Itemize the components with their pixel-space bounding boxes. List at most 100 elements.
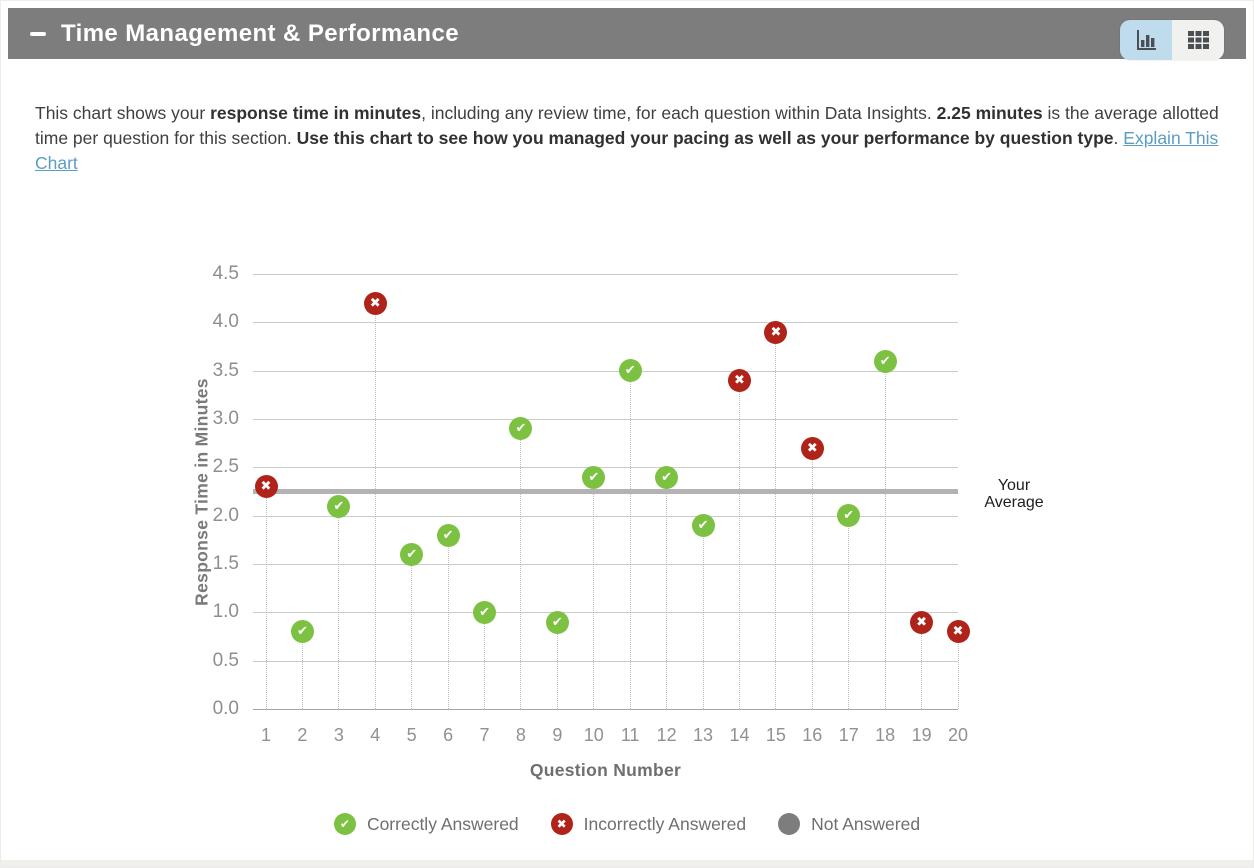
gridline <box>253 467 958 469</box>
incorrect-x-icon: ✖ <box>550 813 573 835</box>
dropline <box>593 477 595 709</box>
data-point-q6-correct[interactable]: ✔ <box>436 523 460 547</box>
y-tick-label: 2.5 <box>212 456 239 478</box>
chart-view-button[interactable] <box>1120 20 1172 60</box>
y-tick-label: 4.5 <box>212 263 239 284</box>
dropline <box>484 612 486 709</box>
dropline <box>301 631 303 709</box>
dropline <box>447 535 449 709</box>
x-tick-label: 11 <box>620 725 640 745</box>
data-point-q10-correct[interactable]: ✔ <box>582 465 606 489</box>
y-axis-title: Response Time in Minutes <box>191 378 212 606</box>
dropline <box>957 631 959 709</box>
description-segment: Use this chart to see how you managed yo… <box>296 127 1114 148</box>
data-point-q13-correct[interactable]: ✔ <box>691 513 715 537</box>
x-tick-label: 3 <box>333 725 344 745</box>
x-tick-label: 18 <box>875 725 896 745</box>
description-text: This chart shows your response time in m… <box>35 101 1223 176</box>
data-point-q15-incorrect[interactable]: ✖ <box>764 320 788 344</box>
x-tick-label: 2 <box>297 725 308 745</box>
gridline <box>253 564 958 565</box>
x-tick-label: 17 <box>838 725 859 745</box>
chart-legend: ✔ Correctly Answered ✖ Incorrectly Answe… <box>1 813 1253 835</box>
dropline <box>411 554 413 709</box>
y-tick-label: 3.5 <box>212 359 239 381</box>
data-point-q14-incorrect[interactable]: ✖ <box>727 368 751 392</box>
x-tick-label: 5 <box>406 725 417 745</box>
legend-label: Not Answered <box>811 813 921 834</box>
dropline <box>811 448 813 709</box>
data-point-q8-correct[interactable]: ✔ <box>509 417 533 441</box>
x-tick-label: 20 <box>947 725 969 745</box>
description-segment: This chart shows your <box>35 102 211 123</box>
data-point-q16-incorrect[interactable]: ✖ <box>800 436 824 460</box>
description-segment: response time in minutes <box>210 102 422 123</box>
y-tick-label: 1.5 <box>212 553 239 574</box>
data-point-q11-correct[interactable]: ✔ <box>618 359 642 383</box>
legend-label: Correctly Answered <box>366 813 519 834</box>
section-header: Time Management & Performance <box>8 8 1246 60</box>
dropline <box>775 332 777 709</box>
data-point-q2-correct[interactable]: ✔ <box>290 620 314 644</box>
gridline <box>253 370 958 372</box>
data-point-q17-correct[interactable]: ✔ <box>837 504 861 528</box>
gridline <box>253 660 958 662</box>
x-tick-label: 8 <box>515 725 526 745</box>
y-tick-label: 2.0 <box>212 504 239 526</box>
dropline <box>520 428 522 709</box>
gridline <box>253 612 958 614</box>
data-point-q12-correct[interactable]: ✔ <box>655 465 679 489</box>
x-tick-label: 6 <box>443 725 454 745</box>
dropline <box>884 361 886 709</box>
gridline <box>253 709 958 710</box>
table-view-button[interactable] <box>1172 20 1224 60</box>
data-point-q1-incorrect[interactable]: ✖ <box>254 475 278 499</box>
x-tick-label: 10 <box>583 725 604 745</box>
x-axis-title: Question Number <box>529 760 682 780</box>
gridline <box>253 515 958 517</box>
table-icon <box>1185 27 1211 53</box>
explain-chart-link[interactable]: Explain This Chart <box>35 127 1219 173</box>
dropline <box>666 477 668 709</box>
dropline <box>265 486 267 709</box>
description-segment: . <box>1113 127 1124 148</box>
legend-item-incorrect: ✖ Incorrectly Answered <box>550 813 746 835</box>
collapse-section-button[interactable] <box>24 28 52 40</box>
data-point-q19-incorrect[interactable]: ✖ <box>910 610 934 634</box>
data-point-q18-correct[interactable]: ✔ <box>873 349 897 373</box>
dropline <box>338 506 340 709</box>
x-tick-label: 15 <box>765 725 786 745</box>
dropline <box>702 525 704 709</box>
x-tick-label: 12 <box>656 725 677 745</box>
data-point-q3-correct[interactable]: ✔ <box>327 494 351 518</box>
plot-area: 0.0 0.5 1.0 1.5 2.0 2.5 3.0 3.5 4.0 4.5 1 2 3 4 5 6 7 8 9 1… <box>213 263 970 745</box>
x-tick-label: 9 <box>552 725 563 745</box>
dropline <box>556 622 558 709</box>
gridline <box>253 322 958 324</box>
description-segment: , including any review time, for each qu… <box>421 102 937 123</box>
x-tick-label: 13 <box>693 725 714 745</box>
data-point-q7-correct[interactable]: ✔ <box>473 600 497 624</box>
data-point-q4-incorrect[interactable]: ✖ <box>363 291 387 315</box>
section-title: Time Management & Performance <box>61 19 459 47</box>
not-answered-circle-icon <box>778 813 801 835</box>
dropline <box>374 303 376 709</box>
legend-item-correct: ✔ Correctly Answered <box>333 813 519 835</box>
y-tick-label: 0.0 <box>212 698 239 719</box>
data-point-q5-correct[interactable]: ✔ <box>400 542 424 566</box>
x-tick-label: 4 <box>370 725 381 745</box>
y-tick-label: 0.5 <box>212 649 239 671</box>
description-segment: is the average allotted time per questio… <box>35 102 1219 148</box>
gridline <box>253 274 958 275</box>
average-line-label: Your Average <box>984 477 1044 511</box>
view-toggle <box>1120 20 1224 60</box>
data-point-q20-incorrect[interactable]: ✖ <box>946 620 970 644</box>
gridline <box>253 419 958 420</box>
y-tick-label: 1.0 <box>212 601 239 623</box>
bar-chart-icon <box>1133 27 1159 53</box>
data-point-q9-correct[interactable]: ✔ <box>545 610 569 634</box>
average-line <box>253 489 958 494</box>
dropline <box>738 380 740 709</box>
x-tick-label: 19 <box>911 725 932 745</box>
